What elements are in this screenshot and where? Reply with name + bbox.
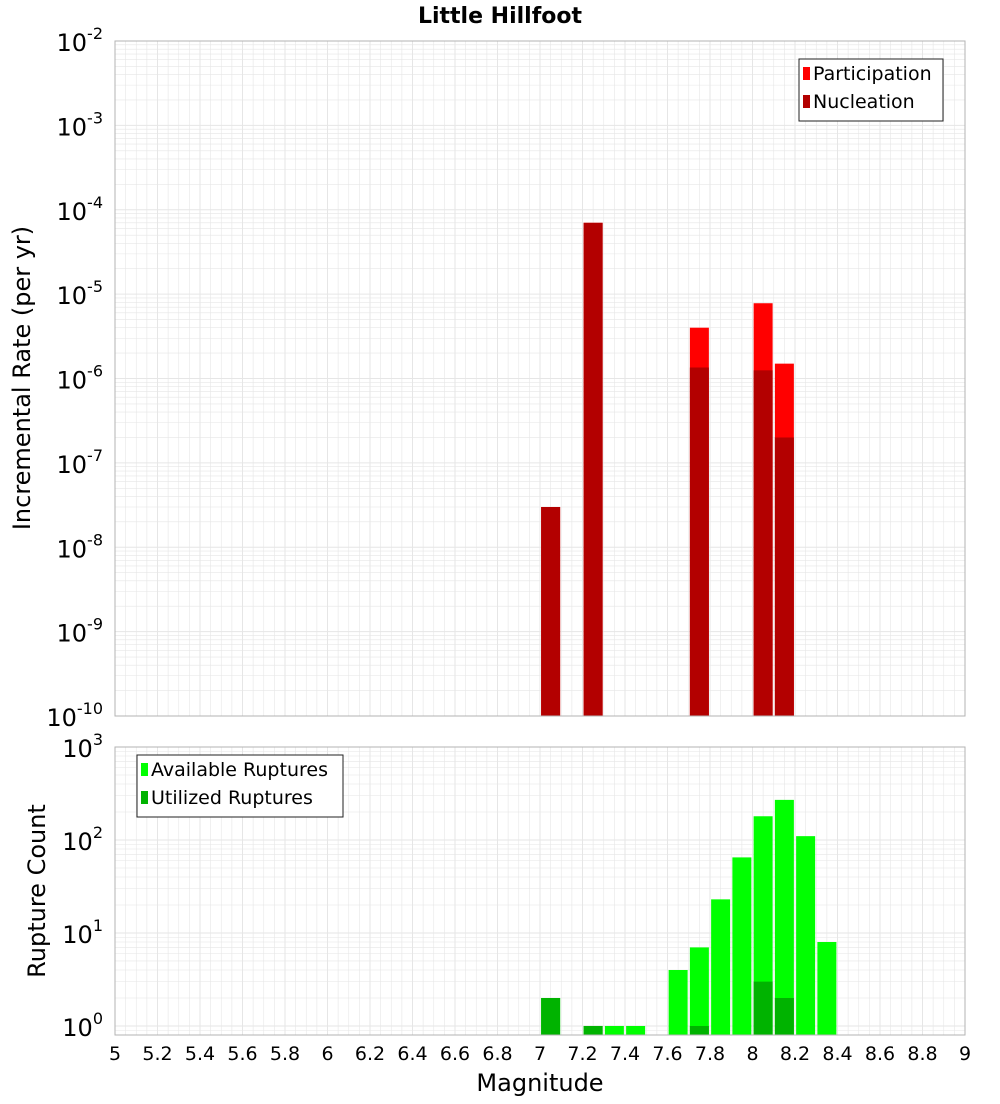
- chart-title: Little Hillfoot: [418, 4, 583, 29]
- legend-swatch: [803, 95, 810, 108]
- panel-2: 103 102 101 100 Rupture Count Available Ruptu…: [23, 730, 966, 1042]
- bar-utilized-0: [541, 997, 561, 1035]
- bar-available-3: [626, 1025, 646, 1035]
- y-tick-label: 101: [62, 916, 103, 949]
- x-tick-label: 5: [109, 1043, 121, 1065]
- bar-available-8: [753, 816, 773, 1035]
- legend-label: Available Ruptures: [151, 759, 328, 781]
- bar-nucleation-3: [753, 370, 773, 716]
- bar-available-6: [711, 899, 731, 1035]
- y-tick-label: 10-6: [57, 362, 104, 395]
- bar-utilized-4: [774, 997, 794, 1035]
- x-axis-label: Magnitude: [476, 1069, 603, 1097]
- y-axis-label: Rupture Count: [23, 804, 51, 978]
- y-tick-label: 100: [62, 1009, 103, 1042]
- legend-swatch: [141, 791, 148, 804]
- x-tick-label: 7.4: [610, 1043, 640, 1065]
- y-tick-label: 103: [62, 730, 103, 763]
- bar-available-10: [796, 836, 816, 1035]
- legend-box: [798, 58, 944, 122]
- y-tick-label: 10-5: [57, 277, 104, 310]
- panel-1: 10-2 10-3 10-4 10-5 10-6 10-7 10-8 10-9 10-10 Inc…: [8, 24, 966, 732]
- bar-nucleation-4: [774, 437, 794, 716]
- bar-available-4: [668, 969, 688, 1035]
- bar-available-9: [774, 799, 794, 1035]
- legend-label: Nucleation: [813, 91, 915, 113]
- bar-utilized-3: [753, 981, 773, 1035]
- y-tick-label: 10-7: [57, 446, 104, 479]
- x-tick-label: 6.2: [355, 1043, 385, 1065]
- x-tick-label: 8.6: [865, 1043, 895, 1065]
- x-tick-label: 5.6: [227, 1043, 257, 1065]
- legend-swatch: [803, 67, 810, 80]
- x-tick-label: 5.4: [185, 1043, 215, 1065]
- x-tick-label: 5.2: [142, 1043, 172, 1065]
- legend: Available Ruptures Utilized Ruptures: [136, 754, 344, 818]
- bar-nucleation-2: [689, 367, 709, 716]
- x-tick-label: 8.4: [822, 1043, 852, 1065]
- y-tick-label: 10-2: [57, 24, 104, 57]
- x-tick-label: 6.6: [440, 1043, 470, 1065]
- legend-label: Participation: [813, 63, 932, 85]
- bar-available-5: [689, 947, 709, 1035]
- legend-label: Utilized Ruptures: [151, 787, 313, 809]
- bar-nucleation-0: [541, 506, 561, 716]
- y-tick-label: 102: [62, 823, 103, 856]
- plot-frame: [114, 40, 966, 717]
- x-tick-label: 8.2: [780, 1043, 810, 1065]
- x-tick-label: 8.8: [907, 1043, 937, 1065]
- bar-nucleation-1: [583, 222, 603, 716]
- bar-utilized-1: [583, 1025, 603, 1035]
- y-tick-label: 10-3: [57, 108, 104, 141]
- bar-available-11: [817, 942, 837, 1035]
- y-tick-label: 10-4: [57, 193, 104, 226]
- x-tick-label: 5.8: [270, 1043, 300, 1065]
- bar-available-7: [732, 857, 752, 1035]
- legend-box: [136, 754, 344, 818]
- x-tick-label: 6.4: [397, 1043, 427, 1065]
- y-tick-label: 10-10: [46, 699, 103, 732]
- bar-utilized-2: [689, 1025, 709, 1035]
- legend: Participation Nucleation: [798, 58, 944, 122]
- x-tick-label: 7: [534, 1043, 546, 1065]
- legend-swatch: [141, 763, 148, 776]
- x-tick-label: 6.8: [482, 1043, 512, 1065]
- x-tick-label: 6: [321, 1043, 333, 1065]
- y-axis-label: Incremental Rate (per yr): [8, 226, 36, 530]
- x-tick-label: 7.2: [567, 1043, 597, 1065]
- plot-frame: [114, 746, 966, 1036]
- y-tick-label: 10-9: [57, 615, 104, 648]
- x-tick-label: 7.6: [652, 1043, 682, 1065]
- y-tick-label: 10-8: [57, 530, 104, 563]
- x-tick-label: 7.8: [695, 1043, 725, 1065]
- x-tick-label: 8: [746, 1043, 758, 1065]
- bar-available-2: [604, 1025, 624, 1035]
- x-tick-label: 9: [959, 1043, 971, 1065]
